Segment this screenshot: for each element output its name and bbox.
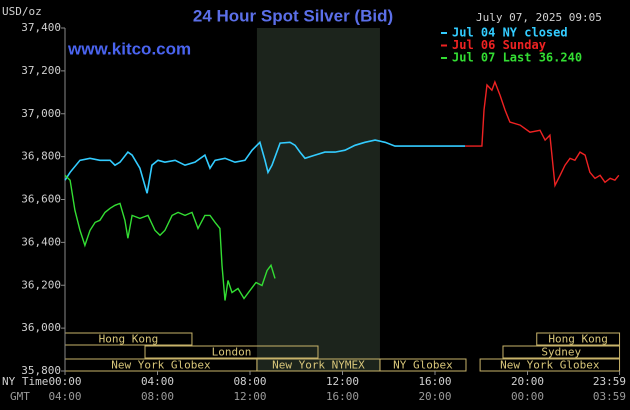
x2-tick-label: 03:59 [593, 390, 626, 403]
y-tick-label: 35,800 [21, 364, 61, 377]
series-line [465, 80, 620, 188]
session-label: Hong Kong [99, 333, 159, 346]
x2-tick-label: 20:00 [418, 390, 451, 403]
x2-tick-label: 08:00 [141, 390, 174, 403]
x-tick-label: 16:00 [418, 375, 451, 388]
shade-layer [256, 28, 380, 371]
x-tick-label: 12:00 [326, 375, 359, 388]
session-bar [479, 358, 621, 372]
series-line [64, 174, 276, 301]
x-tick-label: 00:00 [48, 375, 81, 388]
chart-title: 24 Hour Spot Silver (Bid) [193, 6, 393, 25]
series-line [64, 139, 466, 194]
y-tick-label: 37,200 [21, 64, 61, 77]
y-tick-label: 36,600 [21, 193, 61, 206]
x2-axis-label: GMT [10, 390, 30, 403]
x2-tick-label: 00:00 [511, 390, 544, 403]
session-label: New York NYMEX [272, 359, 365, 372]
session-label: New York Globex [500, 359, 600, 372]
x2-tick-label: 12:00 [233, 390, 266, 403]
session-bar [536, 332, 621, 346]
x-tick-label: 23:59 [593, 375, 626, 388]
y-tick-label: 37,000 [21, 107, 61, 120]
legend-label: Jul 04 NY closed [452, 26, 568, 40]
session-highlight [256, 28, 380, 371]
source: www.kitco.com [67, 39, 191, 58]
x2-tick-label: 04:00 [48, 390, 81, 403]
x-tick-label: 20:00 [511, 375, 544, 388]
session-bar [502, 345, 621, 359]
y-tick-label: 36,400 [21, 235, 61, 248]
session-bar [379, 358, 467, 372]
x-tick-label: 08:00 [233, 375, 266, 388]
y-tick-label: 36,200 [21, 278, 61, 291]
session-label: Hong Kong [548, 333, 608, 346]
session-label: NY Globex [393, 359, 453, 372]
session-label: Sydney [541, 346, 581, 359]
x2-tick-label: 16:00 [326, 390, 359, 403]
y-tick-label: 36,800 [21, 150, 61, 163]
y-tick-label: 37,400 [21, 21, 61, 34]
y-tick-label: 36,000 [21, 321, 61, 334]
x-tick-label: 04:00 [141, 375, 174, 388]
y-axis-label: USD/oz [2, 5, 42, 18]
legend-label: Jul 06 Sunday [452, 38, 546, 52]
session-label: London [212, 346, 252, 359]
x-axis-label: NY Time [2, 375, 48, 388]
timestamp: July 07, 2025 09:05 [476, 11, 602, 24]
session-bar [144, 345, 319, 359]
session-label: New York Globex [111, 359, 211, 372]
legend-label: Jul 07 Last 36.240 [452, 51, 582, 65]
